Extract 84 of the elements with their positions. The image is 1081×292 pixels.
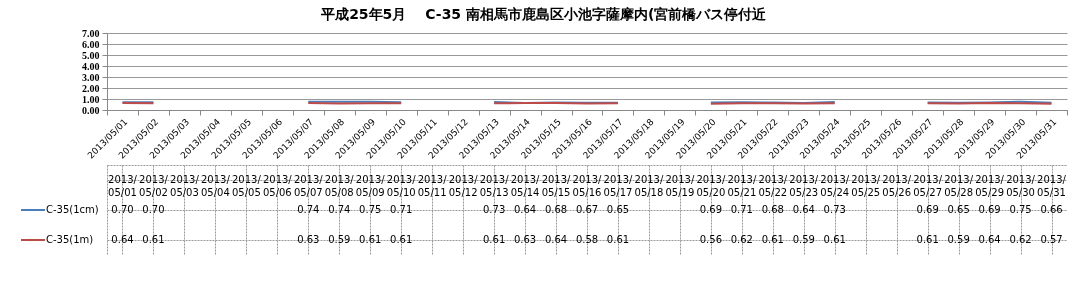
category-label: 2013/05/18: [634, 174, 664, 198]
category-label: 2013/05/01: [108, 174, 137, 198]
data-label: 0.74: [328, 204, 351, 215]
legend-label: C-35(1m): [46, 234, 94, 245]
data-label: 0.63: [297, 234, 320, 245]
category-label: 2013/05/06: [262, 174, 292, 198]
data-label: 0.58: [575, 234, 599, 245]
data-label: 0.61: [761, 234, 784, 245]
data-label: 0.56: [699, 234, 722, 245]
data-label: 0.70: [142, 204, 165, 215]
data-label: 0.69: [916, 204, 939, 215]
category-label: 2013/05/19: [665, 174, 695, 198]
category-label: 2013/05/31: [1037, 174, 1066, 198]
data-label: 0.61: [482, 234, 506, 245]
data-label: 0.64: [792, 204, 815, 215]
data-label: 0.67: [575, 204, 599, 215]
category-label: 2013/05/17: [603, 174, 633, 198]
data-label: 0.61: [359, 234, 382, 245]
y-tick-label: 6.00: [82, 38, 100, 50]
data-label: 0.64: [544, 234, 568, 245]
category-label: 2013/05/20: [696, 174, 726, 198]
chart-title: 平成25年5月 C-35 南相馬市鹿島区小池字薩摩内(宮前橋バス停付近: [320, 6, 768, 22]
data-label: 0.62: [1009, 234, 1032, 245]
data-label: 0.69: [978, 204, 1001, 215]
data-label: 0.57: [1040, 234, 1063, 245]
category-label: 2013/05/22: [758, 174, 788, 198]
data-label: 0.65: [947, 204, 970, 215]
data-label: 0.68: [761, 204, 784, 215]
data-label: 0.63: [513, 234, 537, 245]
category-label: 2013/05/25: [851, 174, 881, 198]
legend-label: C-35(1cm): [46, 204, 99, 215]
category-label: 2013/05/23: [789, 174, 819, 198]
data-label: 0.68: [544, 204, 568, 215]
data-label: 0.71: [730, 204, 753, 215]
category-label: 2013/05/12: [448, 174, 478, 198]
y-tick-label: 5.00: [82, 49, 100, 61]
category-label: 2013/05/21: [727, 174, 757, 198]
data-label: 0.70: [111, 204, 134, 215]
data-label: 0.64: [978, 234, 1001, 245]
data-label: 0.64: [111, 234, 134, 245]
category-label: 2013/05/26: [882, 174, 912, 198]
data-label: 0.59: [947, 234, 970, 245]
category-label: 2013/05/28: [944, 174, 974, 198]
data-label: 0.69: [699, 204, 722, 215]
category-label: 2013/05/16: [572, 174, 602, 198]
category-label: 2013/05/08: [324, 174, 354, 198]
y-tick-label: 4.00: [82, 60, 100, 72]
data-label: 0.73: [823, 204, 846, 215]
data-label: 0.59: [792, 234, 815, 245]
y-tick-label: 0.00: [82, 104, 100, 116]
category-label: 2013/05/05: [231, 174, 261, 198]
data-label: 0.61: [142, 234, 165, 245]
data-label: 0.61: [390, 234, 413, 245]
y-tick-label: 1.00: [82, 93, 100, 105]
category-label: 2013/05/09: [355, 174, 385, 198]
category-label: 2013/05/15: [541, 174, 571, 198]
category-label: 2013/05/13: [479, 174, 509, 198]
data-label: 0.73: [482, 204, 506, 215]
category-label: 2013/05/27: [913, 174, 943, 198]
category-label: 2013/05/07: [293, 174, 323, 198]
y-tick-label: 2.00: [82, 82, 100, 94]
data-label: 0.64: [513, 204, 537, 215]
data-label: 0.62: [730, 234, 753, 245]
y-tick-label: 3.00: [82, 71, 100, 83]
category-label: 2013/05/11: [417, 174, 447, 198]
data-label: 0.61: [916, 234, 939, 245]
data-label: 0.71: [390, 204, 413, 215]
category-label: 2013/05/24: [820, 174, 850, 198]
data-label: 0.65: [606, 204, 630, 215]
category-label: 2013/05/10: [386, 174, 416, 198]
data-label: 0.75: [359, 204, 382, 215]
data-label: 0.61: [606, 234, 630, 245]
category-label: 2013/05/30: [1006, 174, 1035, 198]
y-tick-label: 7.00: [82, 27, 100, 39]
category-label: 2013/05/14: [510, 174, 540, 198]
category-label: 2013/05/29: [975, 174, 1004, 198]
category-label: 2013/05/03: [170, 174, 199, 198]
data-label: 0.61: [823, 234, 846, 245]
data-label: 0.59: [328, 234, 351, 245]
category-label: 2013/05/04: [200, 174, 230, 198]
data-label: 0.74: [297, 204, 320, 215]
data-label: 0.75: [1009, 204, 1032, 215]
data-label: 0.66: [1040, 204, 1063, 215]
category-label: 2013/05/02: [139, 174, 168, 198]
